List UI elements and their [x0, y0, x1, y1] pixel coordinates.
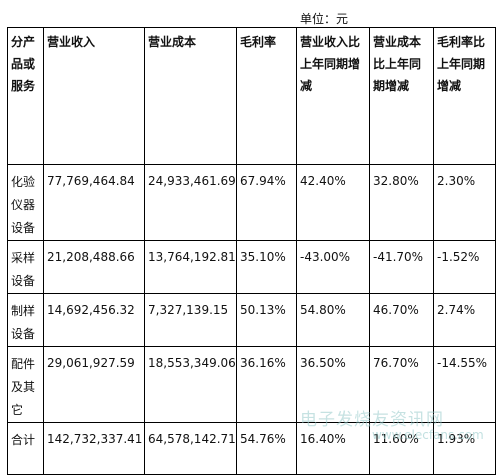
row-revenue-change: 54.80% — [296, 293, 370, 347]
header-cost-change: 营业成本比上年同期增减 — [369, 27, 434, 165]
table-row-total: 合计 142,732,337.41 64,578,142.71 54.76% 1… — [7, 422, 496, 475]
row-cost: 64,578,142.71 — [144, 422, 237, 475]
table-row: 化验仪器设备 77,769,464.84 24,933,461.69 67.94… — [7, 164, 496, 241]
unit-label: 单位：元 — [300, 12, 349, 26]
product-revenue-table: 分产品或服务 营业收入 营业成本 毛利率 营业收入比上年同期增减 营业成本比上年… — [7, 27, 496, 475]
row-revenue: 29,061,927.59 — [43, 346, 145, 423]
row-revenue-change: -43.00% — [296, 240, 370, 294]
row-name: 化验仪器设备 — [7, 164, 44, 241]
row-cost-change: 11.60% — [369, 422, 434, 475]
row-revenue: 77,769,464.84 — [43, 164, 145, 241]
row-cost-change: 46.70% — [369, 293, 434, 347]
row-name: 采样设备 — [7, 240, 44, 294]
table-row: 配件及其它 29,061,927.59 18,553,349.06 36.16%… — [7, 346, 496, 423]
row-margin: 54.76% — [236, 422, 297, 475]
header-product: 分产品或服务 — [7, 27, 44, 165]
row-margin-change: -1.52% — [433, 240, 496, 294]
row-name: 合计 — [7, 422, 44, 475]
row-revenue-change: 16.40% — [296, 422, 370, 475]
row-margin-change: 2.74% — [433, 293, 496, 347]
row-revenue: 21,208,488.66 — [43, 240, 145, 294]
header-margin-change: 毛利率比上年同期增减 — [433, 27, 496, 165]
header-revenue: 营业收入 — [43, 27, 145, 165]
row-name: 配件及其它 — [7, 346, 44, 423]
row-margin: 35.10% — [236, 240, 297, 294]
table-header-row: 分产品或服务 营业收入 营业成本 毛利率 营业收入比上年同期增减 营业成本比上年… — [7, 27, 496, 165]
header-cost: 营业成本 — [144, 27, 237, 165]
row-cost: 7,327,139.15 — [144, 293, 237, 347]
row-revenue: 14,692,456.32 — [43, 293, 145, 347]
row-margin-change: 2.30% — [433, 164, 496, 241]
table-row: 制样设备 14,692,456.32 7,327,139.15 50.13% 5… — [7, 293, 496, 347]
row-margin: 67.94% — [236, 164, 297, 241]
row-cost-change: -41.70% — [369, 240, 434, 294]
row-cost-change: 32.80% — [369, 164, 434, 241]
header-revenue-change: 营业收入比上年同期增减 — [296, 27, 370, 165]
row-cost: 18,553,349.06 — [144, 346, 237, 423]
row-margin: 36.16% — [236, 346, 297, 423]
header-margin: 毛利率 — [236, 27, 297, 165]
row-revenue-change: 42.40% — [296, 164, 370, 241]
table-row: 采样设备 21,208,488.66 13,764,192.81 35.10% … — [7, 240, 496, 294]
row-cost: 13,764,192.81 — [144, 240, 237, 294]
row-cost-change: 76.70% — [369, 346, 434, 423]
row-revenue: 142,732,337.41 — [43, 422, 145, 475]
row-margin: 50.13% — [236, 293, 297, 347]
row-cost: 24,933,461.69 — [144, 164, 237, 241]
row-revenue-change: 36.50% — [296, 346, 370, 423]
row-name: 制样设备 — [7, 293, 44, 347]
row-margin-change: 1.93% — [433, 422, 496, 475]
row-margin-change: -14.55% — [433, 346, 496, 423]
